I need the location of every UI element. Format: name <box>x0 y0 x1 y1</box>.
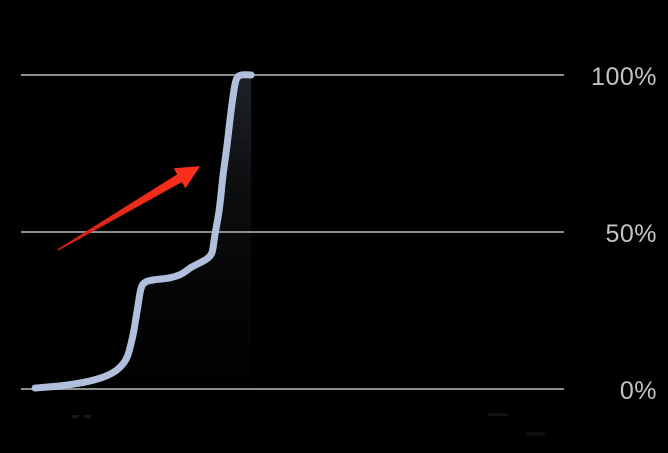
faint-bottom-artifact <box>526 432 545 436</box>
faint-bottom-artifact <box>72 415 79 418</box>
series-area-texture <box>35 74 252 389</box>
faint-bottom-artifact <box>84 415 91 418</box>
red-arrow-annotation <box>57 166 201 251</box>
faint-bottom-artifact <box>488 413 508 416</box>
y-axis-tick-label-50: 50% <box>605 220 657 248</box>
horizontal-gridlines <box>21 74 564 390</box>
percentage-line-series <box>31 71 255 392</box>
y-axis-tick-label-0: 0% <box>619 377 657 405</box>
y-axis-tick-label-100: 100% <box>591 63 657 91</box>
